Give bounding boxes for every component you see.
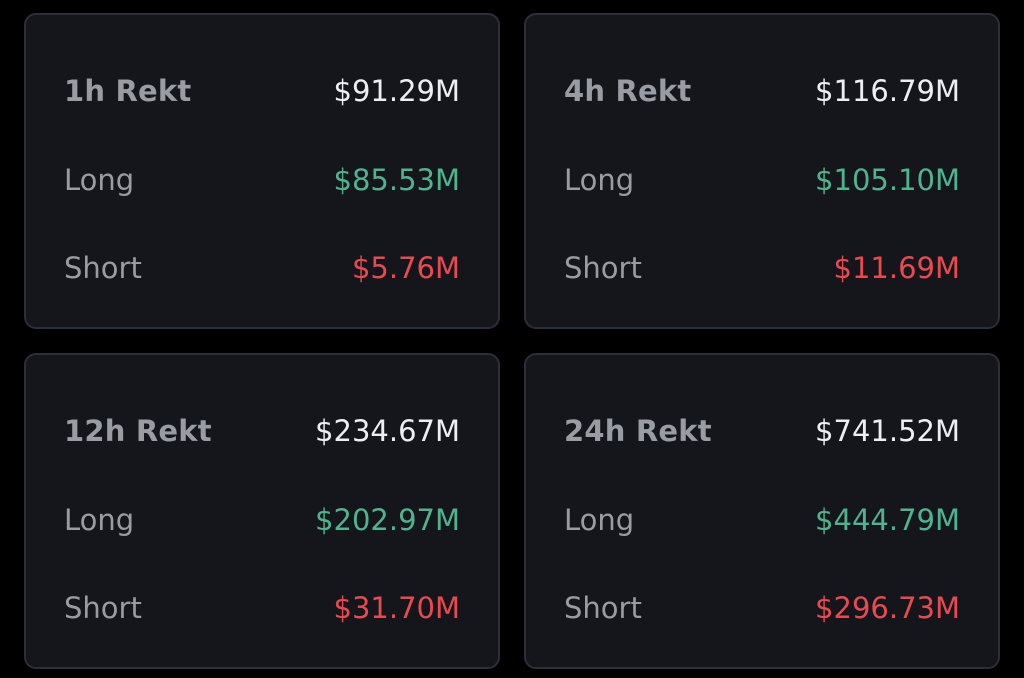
total-value: $116.79M bbox=[815, 74, 960, 108]
short-row: Short $5.76M bbox=[64, 246, 460, 290]
rekt-total-row: 1h Rekt $91.29M bbox=[64, 69, 460, 113]
total-value: $741.52M bbox=[815, 414, 960, 448]
total-value: $234.67M bbox=[315, 414, 460, 448]
card-title: 24h Rekt bbox=[564, 414, 712, 448]
long-label: Long bbox=[564, 503, 635, 537]
rekt-card-24h: 24h Rekt $741.52M Long $444.79M Short $2… bbox=[524, 353, 1000, 669]
long-row: Long $85.53M bbox=[64, 158, 460, 202]
long-label: Long bbox=[64, 503, 135, 537]
card-title: 12h Rekt bbox=[64, 414, 212, 448]
long-value: $202.97M bbox=[315, 503, 460, 537]
card-title: 1h Rekt bbox=[64, 74, 192, 108]
short-row: Short $31.70M bbox=[64, 586, 460, 630]
long-label: Long bbox=[564, 163, 635, 197]
short-value: $31.70M bbox=[333, 591, 461, 625]
rekt-total-row: 24h Rekt $741.52M bbox=[564, 409, 960, 453]
short-value: $5.76M bbox=[351, 251, 460, 285]
short-label: Short bbox=[564, 591, 642, 625]
short-row: Short $11.69M bbox=[564, 246, 960, 290]
rekt-card-12h: 12h Rekt $234.67M Long $202.97M Short $3… bbox=[24, 353, 500, 669]
long-value: $105.10M bbox=[815, 163, 960, 197]
rekt-total-row: 12h Rekt $234.67M bbox=[64, 409, 460, 453]
short-label: Short bbox=[64, 591, 142, 625]
short-value: $296.73M bbox=[815, 591, 960, 625]
long-value: $85.53M bbox=[333, 163, 461, 197]
short-row: Short $296.73M bbox=[564, 586, 960, 630]
long-value: $444.79M bbox=[815, 503, 960, 537]
long-row: Long $444.79M bbox=[564, 498, 960, 542]
short-label: Short bbox=[64, 251, 142, 285]
rekt-total-row: 4h Rekt $116.79M bbox=[564, 69, 960, 113]
short-value: $11.69M bbox=[833, 251, 961, 285]
rekt-card-4h: 4h Rekt $116.79M Long $105.10M Short $11… bbox=[524, 13, 1000, 329]
rekt-card-1h: 1h Rekt $91.29M Long $85.53M Short $5.76… bbox=[24, 13, 500, 329]
card-title: 4h Rekt bbox=[564, 74, 692, 108]
total-value: $91.29M bbox=[333, 74, 461, 108]
long-row: Long $105.10M bbox=[564, 158, 960, 202]
long-label: Long bbox=[64, 163, 135, 197]
short-label: Short bbox=[564, 251, 642, 285]
long-row: Long $202.97M bbox=[64, 498, 460, 542]
